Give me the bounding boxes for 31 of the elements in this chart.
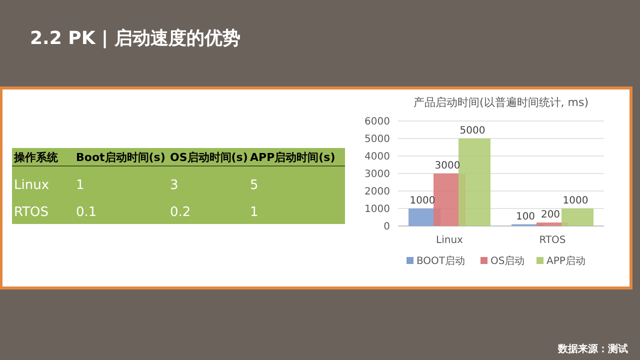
- y-tick-label: 3000: [364, 169, 390, 180]
- text: 0.1: [76, 205, 97, 220]
- y-tick-label: 1000: [364, 204, 390, 215]
- y-tick-label: 5000: [364, 134, 390, 145]
- data-label: 1000: [562, 196, 588, 206]
- text: 1: [76, 178, 84, 193]
- y-tick-label: 4000: [364, 152, 390, 162]
- chart-title: 产品启动时间(以普遍时间统计, ms): [413, 96, 589, 109]
- text: 2.2 PK | 启动速度的优势: [30, 28, 240, 49]
- text: OS启动时间(s): [170, 151, 248, 164]
- y-tick-label: 2000: [364, 186, 390, 198]
- text: 5: [250, 178, 258, 193]
- text: 0.2: [170, 205, 191, 220]
- legend-label: BOOT启动: [416, 255, 466, 267]
- text: Boot启动时间(s): [76, 151, 166, 164]
- source-note: 数据来源：测试: [557, 343, 628, 355]
- y-tick-label: 6000: [364, 116, 390, 128]
- text: 操作系统: [13, 151, 59, 164]
- legend-label: APP启动: [546, 255, 586, 267]
- legend-label: OS启动: [490, 255, 525, 267]
- bar: [562, 208, 594, 226]
- bar: [458, 138, 490, 226]
- data-label: 5000: [460, 126, 486, 136]
- data-label: 100: [516, 211, 536, 222]
- y-tick-label: 0: [384, 222, 390, 232]
- data-label: 200: [540, 210, 560, 220]
- text: 3: [170, 178, 178, 193]
- text: APP启动时间(s): [250, 151, 336, 164]
- text: Linux: [14, 178, 50, 193]
- text: RTOS: [14, 205, 49, 220]
- text: 1: [250, 205, 258, 220]
